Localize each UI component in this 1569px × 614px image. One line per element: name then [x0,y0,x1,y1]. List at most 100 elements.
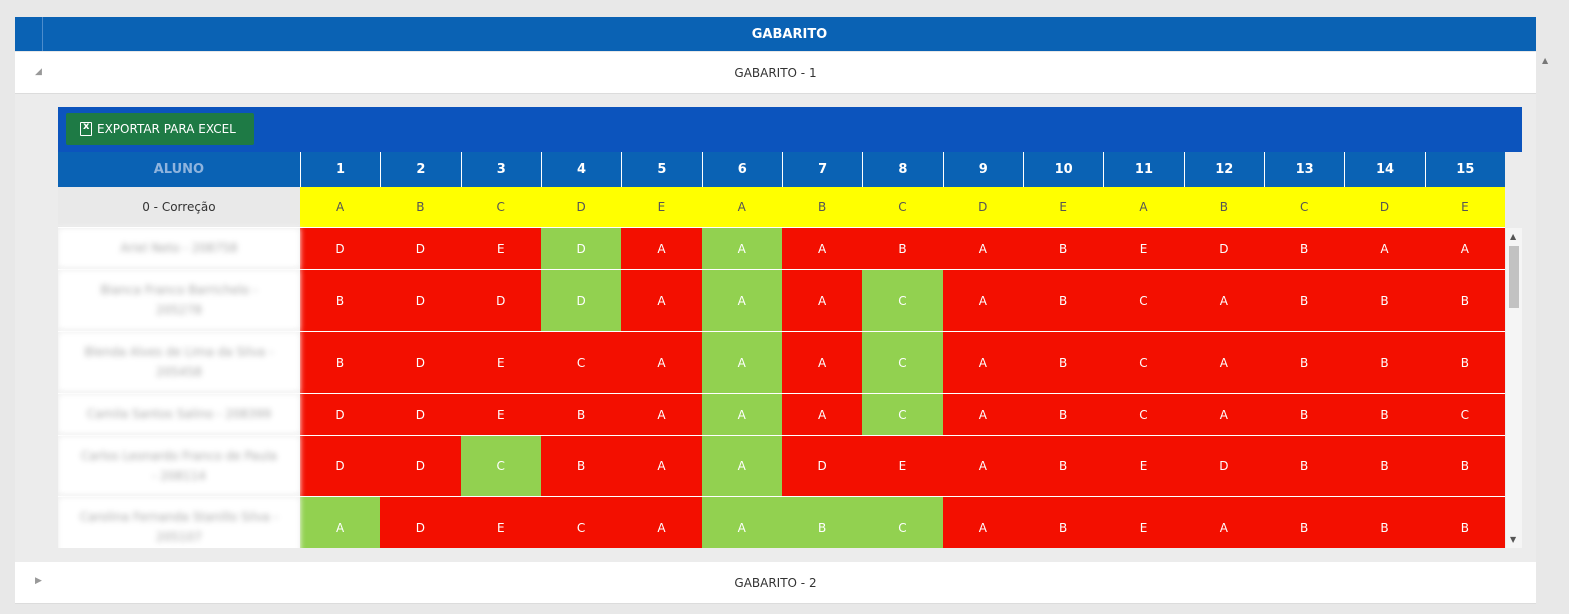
answer-cell: B [781,497,863,548]
column-header-question[interactable]: 1 [299,152,380,187]
export-excel-button[interactable]: EXPORTAR PARA EXCEL [66,113,254,145]
collapse-triangle-icon[interactable]: ◢ [35,67,42,77]
column-header-question[interactable]: 3 [460,152,541,187]
column-header-question[interactable]: 2 [380,152,460,187]
answer-cell: A [781,332,863,393]
column-header-question[interactable]: 7 [781,152,862,187]
answer-cell: B [1022,394,1104,435]
answer-cell: B [1344,394,1425,435]
grid-header: GABARITO [15,17,1536,51]
page-scrollbar[interactable]: ▲ [1540,52,1554,612]
answer-cell: A [781,228,863,269]
answer-cell: E [1103,436,1184,496]
answer-cell: D [299,394,381,435]
student-row[interactable]: Bianca Franco Barrichelo - 205278 B D D D A A A… [58,270,1505,332]
answer-cell: D [380,332,461,393]
expand-triangle-icon[interactable]: ▶ [35,576,42,586]
scroll-down-arrow-icon[interactable]: ▼ [1510,535,1517,544]
answer-key-cell: D [540,187,622,227]
student-row[interactable]: Camila Santos Salino - 208399 D D E B A A A C A B C… [58,394,1505,436]
answer-key-cell: D [942,187,1023,227]
column-header-question[interactable]: 8 [862,152,942,187]
answer-key-cell: C [862,187,943,227]
group-label: GABARITO - 1 [734,65,817,80]
answer-cell: A [942,497,1023,548]
answer-cell: C [1103,394,1184,435]
answer-cell: E [460,394,541,435]
answer-key-cell: C [1264,187,1345,227]
answer-cell: C [1424,394,1505,435]
answer-cell: B [1022,436,1104,496]
answer-cell: C [540,497,622,548]
answer-cell: B [1264,436,1345,496]
answer-cell: A [1183,394,1264,435]
column-header-question[interactable]: 5 [621,152,701,187]
export-excel-label: EXPORTAR PARA EXCEL [97,122,236,136]
answer-cell: B [1264,270,1345,331]
grid-scrollbar[interactable]: ▲ ▼ [1506,228,1522,548]
answer-cell: A [942,436,1023,496]
student-row[interactable]: Blenda Alves de Lima da Silva - 205458 B D… [58,332,1505,394]
answers-grid-body[interactable]: 0 - Correção A B C D E A B C D E A B C D E Ariel Neto - … [58,187,1505,548]
answer-key-label: 0 - Correção [58,187,300,227]
group-row-gabarito-1[interactable]: ◢ GABARITO - 1 [15,52,1536,94]
answer-cell: B [1022,228,1104,269]
answer-cell: A [1183,270,1264,331]
answer-cell: B [1344,270,1425,331]
answer-cell: D [299,436,381,496]
answer-cell: B [1344,332,1425,393]
answer-cell: A [621,394,702,435]
answer-cell: A [1424,228,1505,269]
answer-cell: A [942,332,1023,393]
answer-cell: D [380,394,461,435]
answer-cell: A [942,394,1023,435]
answer-cell: D [380,228,461,269]
header-title: GABARITO [751,26,828,42]
column-header-question[interactable]: 4 [540,152,621,187]
answer-cell: A [299,497,381,548]
answer-cell: A [701,228,782,269]
column-header-question[interactable]: 13 [1263,152,1344,187]
column-header-aluno[interactable]: ALUNO [153,162,205,177]
answer-cell: A [701,436,782,496]
answer-cell: A [1183,332,1264,393]
answer-cell: E [460,228,541,269]
scroll-up-arrow-icon[interactable]: ▲ [1510,232,1517,241]
answer-cell: E [1103,228,1184,269]
student-row[interactable]: Ariel Neto - 208758 D D E D A A A B A B E D B A A [58,228,1505,270]
answer-cell: A [942,228,1023,269]
column-header-question[interactable]: 6 [701,152,782,187]
student-name: Ariel Neto - 208758 [58,228,300,269]
column-header-question[interactable]: 12 [1183,152,1264,187]
column-header-question[interactable]: 14 [1344,152,1424,187]
answer-key-cell: D [1344,187,1425,227]
answer-cell: A [621,228,702,269]
scrollbar-thumb[interactable] [1509,246,1519,308]
answer-cell: A [781,394,863,435]
answer-cell: D [299,228,381,269]
answer-key-cell: C [460,187,541,227]
answer-cell: B [1022,332,1104,393]
column-header-question[interactable]: 11 [1103,152,1183,187]
answer-cell: D [380,270,461,331]
answer-key-row[interactable]: 0 - Correção A B C D E A B C D E A B C D E [58,187,1505,228]
answer-cell: A [701,332,782,393]
student-row[interactable]: Carolina Fernanda Stanillo Silva - 20510… [58,497,1505,548]
answer-key-cell: E [621,187,702,227]
answer-cell: D [1183,228,1264,269]
answer-cell: D [1183,436,1264,496]
student-row[interactable]: Carlos Leonardo Franco de Paula - 208114… [58,436,1505,497]
column-header-question[interactable]: 9 [942,152,1023,187]
column-header-question[interactable]: 10 [1022,152,1103,187]
answer-cell: A [701,394,782,435]
answer-cell: A [621,436,702,496]
answer-cell: A [701,270,782,331]
group-row-gabarito-2[interactable]: ▶ GABARITO - 2 [15,562,1536,604]
answer-key-cell: A [1103,187,1184,227]
page-scroll-up-arrow-icon[interactable]: ▲ [1542,56,1549,65]
answer-cell: C [862,497,943,548]
answer-key-cell: A [299,187,381,227]
student-name: Carolina Fernanda Stanillo Silva - 20510… [58,497,300,548]
column-header-question[interactable]: 15 [1424,152,1505,187]
answer-cell: A [942,270,1023,331]
